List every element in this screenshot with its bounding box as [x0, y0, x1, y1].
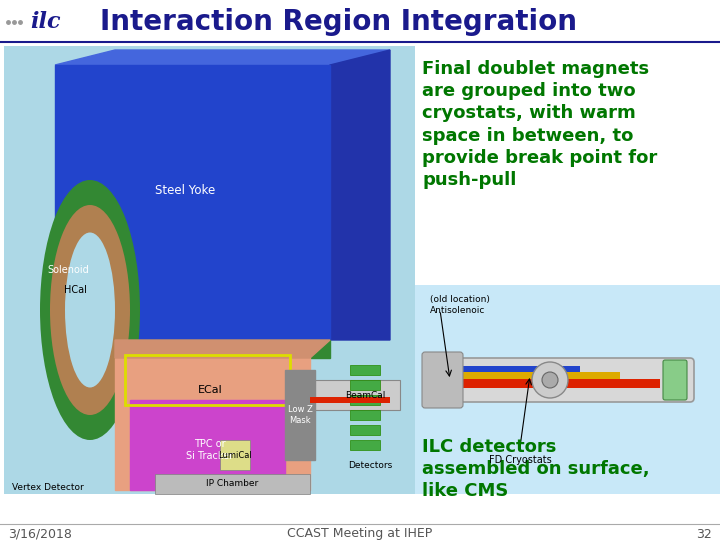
Bar: [460, 372, 620, 379]
Bar: [310, 397, 390, 403]
Circle shape: [542, 372, 558, 388]
Text: 32: 32: [696, 528, 712, 540]
Bar: [4, 46, 415, 494]
Bar: [415, 285, 720, 494]
Text: Solenoid: Solenoid: [47, 265, 89, 275]
Bar: [460, 366, 580, 372]
Ellipse shape: [65, 233, 115, 388]
Text: TPC or
Si Tracker: TPC or Si Tracker: [186, 439, 233, 461]
Bar: [460, 379, 660, 388]
Text: IP Chamber: IP Chamber: [206, 480, 258, 489]
Text: Vertex Detector: Vertex Detector: [12, 483, 84, 491]
Bar: [350, 425, 380, 435]
Bar: [350, 410, 380, 420]
Text: (old location)
Antisolenoic: (old location) Antisolenoic: [430, 295, 490, 315]
Bar: [350, 365, 380, 375]
Text: HCal: HCal: [63, 285, 86, 295]
Bar: [155, 474, 310, 494]
Text: BeamCal: BeamCal: [345, 390, 385, 400]
Polygon shape: [55, 340, 330, 358]
Bar: [350, 395, 380, 405]
Bar: [350, 380, 380, 390]
Text: Interaction Region Integration: Interaction Region Integration: [100, 8, 577, 36]
Text: ECal: ECal: [197, 385, 222, 395]
Text: LumiCal: LumiCal: [218, 450, 252, 460]
Polygon shape: [115, 340, 330, 358]
Text: ilc: ilc: [30, 11, 60, 33]
Bar: [415, 46, 720, 285]
Text: Final doublet magnets
are grouped into two
cryostats, with warm
space in between: Final doublet magnets are grouped into t…: [422, 60, 657, 189]
FancyBboxPatch shape: [422, 352, 463, 408]
Text: Low Z
Mask: Low Z Mask: [287, 406, 312, 424]
Text: ILC detectors
assembled on surface,
like CMS: ILC detectors assembled on surface, like…: [422, 437, 649, 500]
Polygon shape: [285, 370, 315, 460]
Bar: [310, 380, 400, 410]
Bar: [125, 355, 290, 405]
Bar: [350, 440, 380, 450]
Text: FD Cryostats: FD Cryostats: [489, 455, 552, 465]
FancyBboxPatch shape: [663, 360, 687, 400]
Polygon shape: [115, 358, 310, 490]
Polygon shape: [55, 65, 330, 340]
Polygon shape: [130, 400, 285, 490]
Ellipse shape: [40, 180, 140, 440]
Ellipse shape: [60, 210, 120, 410]
Text: 3/16/2018: 3/16/2018: [8, 528, 72, 540]
Text: CCAST Meeting at IHEP: CCAST Meeting at IHEP: [287, 528, 433, 540]
Text: Steel Yoke: Steel Yoke: [155, 184, 215, 197]
Polygon shape: [330, 50, 390, 340]
FancyBboxPatch shape: [446, 358, 694, 402]
Text: Detectors: Detectors: [348, 461, 392, 469]
Polygon shape: [55, 50, 390, 65]
Ellipse shape: [50, 205, 130, 415]
Bar: [220, 440, 250, 470]
Circle shape: [532, 362, 568, 398]
